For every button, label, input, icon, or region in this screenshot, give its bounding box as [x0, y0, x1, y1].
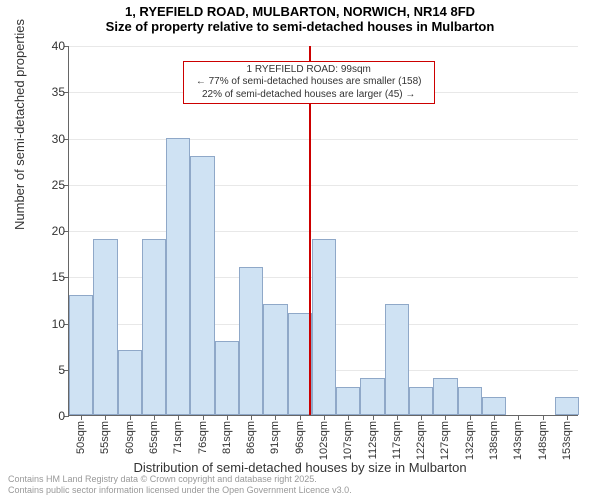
histogram-bar	[360, 378, 384, 415]
xtick-mark	[543, 415, 544, 420]
xtick-label: 50sqm	[75, 421, 87, 454]
xtick-label: 60sqm	[124, 421, 136, 454]
chart-title-block: 1, RYEFIELD ROAD, MULBARTON, NORWICH, NR…	[0, 4, 600, 34]
xtick-mark	[105, 415, 106, 420]
gridline	[69, 139, 578, 140]
annotation-box: 1 RYEFIELD ROAD: 99sqm← 77% of semi-deta…	[183, 61, 435, 105]
xtick-label: 102sqm	[318, 421, 330, 460]
ytick-label: 15	[52, 270, 65, 284]
xtick-mark	[397, 415, 398, 420]
histogram-bar	[312, 239, 336, 415]
histogram-bar	[142, 239, 166, 415]
histogram-bar	[555, 397, 579, 416]
x-axis-label: Distribution of semi-detached houses by …	[0, 460, 600, 475]
xtick-label: 127sqm	[439, 421, 451, 460]
histogram-bar	[263, 304, 287, 415]
xtick-label: 65sqm	[148, 421, 160, 454]
xtick-label: 96sqm	[294, 421, 306, 454]
histogram-bar	[93, 239, 117, 415]
xtick-mark	[494, 415, 495, 420]
attribution-line-1: Contains HM Land Registry data © Crown c…	[8, 474, 352, 485]
ytick-label: 25	[52, 178, 65, 192]
xtick-mark	[470, 415, 471, 420]
xtick-label: 76sqm	[197, 421, 209, 454]
plot-area: 051015202530354050sqm55sqm60sqm65sqm71sq…	[68, 46, 578, 416]
histogram-bar	[215, 341, 239, 415]
histogram-bar	[239, 267, 263, 415]
histogram-bar	[458, 387, 482, 415]
histogram-bar	[482, 397, 506, 416]
xtick-label: 138sqm	[488, 421, 500, 460]
xtick-label: 86sqm	[245, 421, 257, 454]
xtick-label: 132sqm	[464, 421, 476, 460]
xtick-mark	[300, 415, 301, 420]
histogram-bar	[409, 387, 433, 415]
xtick-mark	[348, 415, 349, 420]
xtick-label: 117sqm	[391, 421, 403, 459]
xtick-mark	[567, 415, 568, 420]
histogram-bar	[336, 387, 360, 415]
gridline	[69, 231, 578, 232]
ytick-label: 40	[52, 39, 65, 53]
xtick-mark	[130, 415, 131, 420]
xtick-label: 143sqm	[512, 421, 524, 460]
histogram-bar	[385, 304, 409, 415]
xtick-label: 71sqm	[172, 421, 184, 454]
ytick-label: 0	[58, 409, 65, 423]
xtick-mark	[324, 415, 325, 420]
histogram-bar	[190, 156, 214, 415]
annotation-line: ← 77% of semi-detached houses are smalle…	[188, 76, 430, 89]
xtick-mark	[81, 415, 82, 420]
y-axis-label: Number of semi-detached properties	[12, 19, 27, 230]
xtick-label: 107sqm	[342, 421, 354, 460]
xtick-label: 148sqm	[537, 421, 549, 460]
attribution-line-2: Contains public sector information licen…	[8, 485, 352, 496]
gridline	[69, 46, 578, 47]
xtick-label: 122sqm	[415, 421, 427, 460]
xtick-mark	[251, 415, 252, 420]
xtick-mark	[373, 415, 374, 420]
ytick-label: 35	[52, 85, 65, 99]
xtick-mark	[178, 415, 179, 420]
annotation-line: 1 RYEFIELD ROAD: 99sqm	[188, 64, 430, 77]
histogram-bar	[166, 138, 190, 416]
xtick-mark	[154, 415, 155, 420]
xtick-mark	[203, 415, 204, 420]
xtick-mark	[227, 415, 228, 420]
xtick-mark	[421, 415, 422, 420]
xtick-label: 81sqm	[221, 421, 233, 454]
ytick-label: 30	[52, 132, 65, 146]
chart-title-description: Size of property relative to semi-detach…	[0, 19, 600, 34]
attribution-text: Contains HM Land Registry data © Crown c…	[8, 474, 352, 496]
ytick-label: 5	[58, 363, 65, 377]
histogram-bar	[118, 350, 142, 415]
gridline	[69, 185, 578, 186]
xtick-label: 112sqm	[367, 421, 379, 459]
xtick-label: 153sqm	[561, 421, 573, 460]
histogram-bar	[69, 295, 93, 415]
ytick-label: 10	[52, 317, 65, 331]
annotation-line: 22% of semi-detached houses are larger (…	[188, 89, 430, 102]
ytick-label: 20	[52, 224, 65, 238]
xtick-mark	[275, 415, 276, 420]
histogram-bar	[433, 378, 457, 415]
xtick-label: 55sqm	[99, 421, 111, 454]
xtick-mark	[518, 415, 519, 420]
xtick-mark	[445, 415, 446, 420]
chart-title-address: 1, RYEFIELD ROAD, MULBARTON, NORWICH, NR…	[0, 4, 600, 19]
xtick-label: 91sqm	[269, 421, 281, 454]
